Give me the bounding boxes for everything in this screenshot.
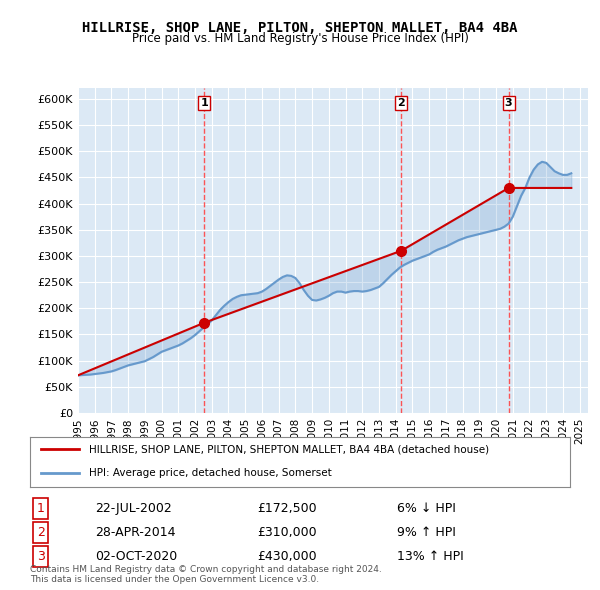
Text: 2: 2	[397, 98, 405, 108]
Text: Price paid vs. HM Land Registry's House Price Index (HPI): Price paid vs. HM Land Registry's House …	[131, 32, 469, 45]
Text: Contains HM Land Registry data © Crown copyright and database right 2024.
This d: Contains HM Land Registry data © Crown c…	[30, 565, 382, 584]
Text: HILLRISE, SHOP LANE, PILTON, SHEPTON MALLET, BA4 4BA (detached house): HILLRISE, SHOP LANE, PILTON, SHEPTON MAL…	[89, 444, 490, 454]
Text: 02-OCT-2020: 02-OCT-2020	[95, 550, 177, 563]
Text: 13% ↑ HPI: 13% ↑ HPI	[397, 550, 464, 563]
Text: 22-JUL-2002: 22-JUL-2002	[95, 502, 172, 515]
Text: £430,000: £430,000	[257, 550, 316, 563]
Text: £172,500: £172,500	[257, 502, 316, 515]
Text: 1: 1	[37, 502, 45, 515]
Text: 28-APR-2014: 28-APR-2014	[95, 526, 175, 539]
Text: 2: 2	[37, 526, 45, 539]
Text: HPI: Average price, detached house, Somerset: HPI: Average price, detached house, Some…	[89, 468, 332, 478]
Text: 3: 3	[37, 550, 45, 563]
Text: 3: 3	[505, 98, 512, 108]
Text: HILLRISE, SHOP LANE, PILTON, SHEPTON MALLET, BA4 4BA: HILLRISE, SHOP LANE, PILTON, SHEPTON MAL…	[82, 21, 518, 35]
Text: 6% ↓ HPI: 6% ↓ HPI	[397, 502, 456, 515]
Text: 9% ↑ HPI: 9% ↑ HPI	[397, 526, 456, 539]
Text: 1: 1	[200, 98, 208, 108]
Text: £310,000: £310,000	[257, 526, 316, 539]
